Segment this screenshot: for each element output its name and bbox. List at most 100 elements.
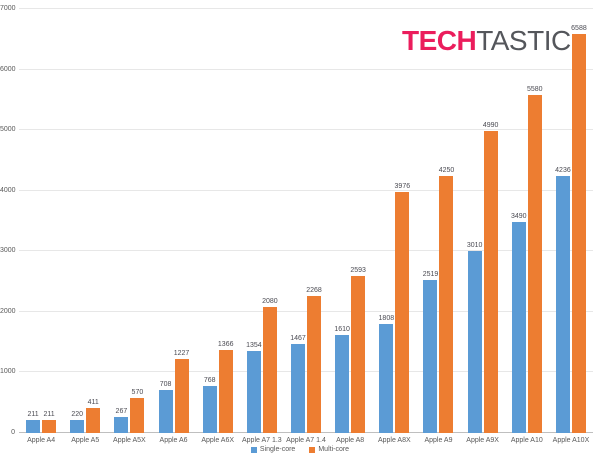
bar-group: 708 1227 — [151, 9, 195, 433]
legend-item: Multi-core — [309, 446, 349, 453]
bar-single-core: 1610 — [334, 326, 350, 433]
y-tick-label: 2000 — [0, 307, 16, 315]
plot-area: 211 211 220 411 267 570 708 1227 768 1366 1354 2080… — [19, 8, 593, 433]
bar-value-label: 4990 — [482, 121, 499, 129]
bar-value-label: 2080 — [262, 298, 278, 306]
bar-value-label: 570 — [131, 389, 144, 397]
bar-value-label: 267 — [115, 407, 128, 415]
x-axis: Apple A4 Apple A5 Apple A5X Apple A6 Apple A… — [19, 437, 593, 444]
bar-group: 3490 5580 — [505, 9, 549, 433]
x-tick-label: Apple A10 — [510, 437, 543, 444]
bar-value-label: 1610 — [334, 326, 350, 334]
legend-swatch-icon — [250, 446, 257, 453]
y-tick-label: 6000 — [0, 65, 16, 73]
bar-value-label: 211 — [27, 411, 39, 419]
bar-value-label: 1366 — [217, 341, 234, 349]
legend-label: Single-core — [259, 446, 296, 453]
bar-value-label: 768 — [203, 377, 216, 385]
legend: Single-core Multi-core — [0, 446, 600, 453]
bar-value-label: 6588 — [571, 24, 587, 32]
bar-value-label: 3490 — [511, 212, 527, 220]
bar-value-label: 1227 — [173, 349, 190, 357]
bar-single-core: 1467 — [290, 335, 306, 433]
bar-single-core: 708 — [158, 381, 173, 433]
bar-group: 3010 4990 — [461, 9, 505, 433]
x-tick-label: Apple A6X — [201, 437, 235, 444]
bar-value-label: 2268 — [306, 286, 322, 294]
bar-single-core: 1808 — [379, 315, 394, 433]
bar-single-core: 1354 — [246, 342, 262, 433]
bar-multi-core: 2593 — [350, 267, 366, 433]
bar-single-core: 2519 — [423, 271, 438, 433]
bar-value-label: 4236 — [555, 167, 571, 175]
bar-value-label: 708 — [159, 381, 172, 389]
bar-value-label: 411 — [87, 399, 99, 407]
bar-multi-core: 1366 — [218, 341, 233, 433]
bar-multi-core: 2080 — [262, 298, 278, 433]
bar-group: 768 1366 — [196, 9, 240, 433]
bar-single-core: 3010 — [467, 242, 482, 433]
y-tick-label: 0 — [11, 429, 15, 436]
bar-multi-core: 570 — [130, 389, 145, 433]
x-tick-label: Apple A9 — [424, 437, 453, 444]
bar-group: 267 570 — [107, 9, 151, 433]
bar-multi-core: 6588 — [571, 25, 587, 433]
bar-multi-core: 411 — [86, 399, 101, 433]
bar-group: 1610 2593 — [328, 9, 372, 433]
bar-group: 211 211 — [19, 9, 63, 433]
bar-single-core: 768 — [202, 377, 217, 433]
x-tick-label: Apple A5 — [71, 437, 100, 444]
bar-group: 4236 6588 — [549, 9, 593, 433]
x-tick-label: Apple A8X — [377, 437, 411, 444]
y-tick-label: 1000 — [0, 368, 16, 376]
y-tick-label: 3000 — [0, 247, 16, 255]
bar-multi-core: 3976 — [395, 183, 410, 433]
logo-tech: TECH — [402, 25, 477, 56]
bar-value-label: 1467 — [290, 335, 306, 343]
bar-group: 220 411 — [63, 9, 107, 433]
gridline — [19, 189, 593, 191]
bar-single-core: 211 — [26, 411, 41, 433]
bar-multi-core: 4990 — [483, 122, 498, 433]
gridline — [19, 129, 593, 131]
bar-single-core: 267 — [114, 408, 129, 433]
bar-value-label: 5580 — [527, 86, 543, 94]
y-tick-label: 5000 — [0, 126, 16, 134]
bar-value-label: 4250 — [438, 166, 455, 174]
bar-single-core: 3490 — [511, 213, 527, 433]
bar-value-label: 2593 — [350, 266, 366, 274]
x-tick-label: Apple A7 1.4 — [286, 437, 326, 444]
bar-value-label: 2519 — [422, 271, 439, 279]
x-tick-label: Apple A7 1.3 — [242, 437, 282, 444]
bar-value-label: 3010 — [466, 241, 483, 249]
gridline — [19, 8, 593, 9]
x-tick-label: Apple A6 — [159, 437, 188, 444]
bar-value-label: 211 — [43, 411, 55, 419]
bar-value-label: 220 — [71, 410, 84, 418]
x-axis-line — [19, 432, 593, 433]
bar-multi-core: 2268 — [306, 287, 322, 433]
y-tick-label: 4000 — [0, 186, 16, 194]
x-tick-label: Apple A8 — [336, 437, 365, 444]
bar-multi-core: 1227 — [174, 350, 189, 433]
bar-group: 1354 2080 — [240, 9, 284, 433]
bar-multi-core: 4250 — [439, 167, 454, 433]
logo-tastic: TASTIC — [476, 25, 571, 56]
legend-label: Multi-core — [318, 446, 350, 453]
y-tick-label: 7000 — [0, 5, 16, 12]
x-tick-label: Apple A9X — [466, 437, 499, 444]
x-tick-label: Apple A10X — [552, 437, 590, 444]
bar-group: 1467 2268 — [284, 9, 328, 433]
bar-groups: 211 211 220 411 267 570 708 1227 768 1366 1354 2080… — [19, 9, 593, 433]
bar-value-label: 1354 — [246, 342, 262, 349]
gridline — [19, 371, 593, 373]
bar-group: 1808 3976 — [372, 9, 416, 433]
bar-multi-core: 5580 — [527, 86, 543, 433]
bar-single-core: 220 — [70, 411, 85, 433]
techtastic-logo: TECHTASTIC — [402, 27, 571, 55]
gridline — [19, 250, 593, 252]
gridline — [19, 68, 593, 70]
bar-multi-core: 211 — [42, 411, 57, 433]
x-tick-label: Apple A5X — [113, 437, 146, 444]
